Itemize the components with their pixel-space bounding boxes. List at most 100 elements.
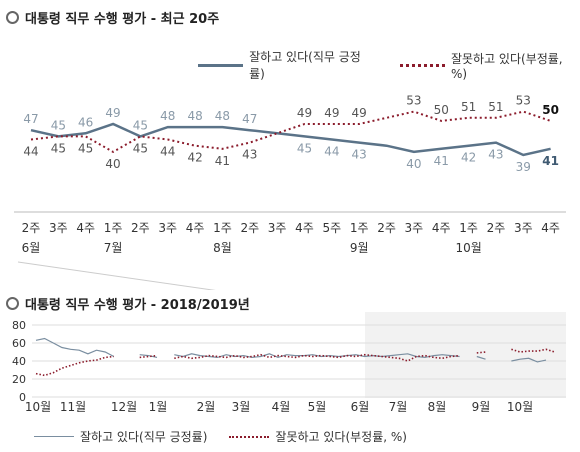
- legend-positive-swatch: [34, 436, 74, 437]
- week-tick-label: 3주: [158, 221, 177, 235]
- week-tick-label: 2주: [22, 221, 41, 235]
- week-tick-label: 4주: [432, 221, 451, 235]
- bottom-chart-header: 대통령 직무 수행 평가 - 2018/2019년: [6, 294, 250, 313]
- positive-data-label: 48: [160, 109, 175, 123]
- negative-data-label: 41: [215, 154, 230, 168]
- negative-trend-line: [35, 348, 555, 377]
- legend-negative-swatch: [399, 63, 445, 67]
- week-tick-label: 1주: [104, 221, 123, 235]
- month-tick-label: 2월: [197, 400, 216, 414]
- negative-series-line: [30, 110, 551, 154]
- positive-data-label: 39: [516, 160, 531, 174]
- week-tick-label: 4주: [295, 221, 314, 235]
- positive-data-label: 47: [242, 112, 257, 126]
- y-tick-label: 0: [19, 391, 26, 404]
- month-tick-label: 8월: [213, 241, 232, 255]
- negative-data-label: 42: [187, 151, 202, 165]
- week-tick-label: 2주: [487, 221, 506, 235]
- top-chart-title: 대통령 직무 수행 평가 - 최근 20주: [25, 12, 220, 27]
- positive-data-label: 45: [297, 141, 312, 155]
- negative-data-label: 49: [352, 106, 367, 120]
- week-tick-label: 1주: [459, 221, 478, 235]
- positive-data-label: 48: [215, 109, 230, 123]
- month-tick-label: 11월: [60, 400, 86, 414]
- week-tick-label: 3주: [268, 221, 287, 235]
- month-tick-label: 9월: [350, 241, 369, 255]
- week-tick-label: 3주: [514, 221, 533, 235]
- month-tick-label: 10월: [25, 400, 51, 414]
- negative-data-label: 51: [461, 100, 476, 114]
- week-tick-label: 3주: [49, 221, 68, 235]
- negative-data-label: 50: [542, 103, 559, 117]
- month-tick-label: 7월: [389, 400, 408, 414]
- negative-data-label: 51: [488, 100, 503, 114]
- negative-data-label: 44: [23, 145, 38, 159]
- week-tick-label: 4주: [186, 221, 205, 235]
- negative-data-label: 45: [133, 141, 148, 155]
- positive-data-label: 44: [324, 145, 339, 159]
- positive-data-label: 41: [434, 154, 449, 168]
- y-tick-label: 80: [12, 319, 26, 332]
- negative-data-label: 49: [324, 106, 339, 120]
- week-tick-label: 2주: [377, 221, 396, 235]
- positive-data-label: 43: [488, 148, 503, 162]
- negative-data-label: 43: [242, 148, 257, 162]
- positive-data-label: 48: [187, 109, 202, 123]
- month-tick-label: 3월: [232, 400, 251, 414]
- legend-positive-swatch: [198, 63, 244, 67]
- y-tick-label: 20: [12, 373, 26, 386]
- week-tick-label: 4주: [76, 221, 95, 235]
- month-tick-label: 6월: [351, 400, 370, 414]
- month-tick-label: 7월: [104, 241, 123, 255]
- positive-data-label: 49: [105, 106, 120, 120]
- month-tick-label: 12월: [111, 400, 137, 414]
- negative-data-label: 53: [516, 94, 531, 108]
- month-tick-label: 10월: [455, 241, 481, 255]
- positive-series-line: [30, 122, 551, 157]
- circle-bullet-icon: [6, 297, 19, 310]
- bottom-chart-title: 대통령 직무 수행 평가 - 2018/2019년: [25, 298, 250, 313]
- month-tick-label: 8월: [428, 400, 447, 414]
- top-chart-header: 대통령 직무 수행 평가 - 최근 20주: [6, 8, 219, 27]
- month-tick-label: 6월: [22, 241, 41, 255]
- month-tick-label: 4월: [272, 400, 291, 414]
- negative-data-label: 45: [78, 141, 93, 155]
- week-tick-label: 2주: [131, 221, 150, 235]
- week-tick-label: 3주: [405, 221, 424, 235]
- negative-data-label: 53: [406, 94, 421, 108]
- week-tick-label: 5주: [323, 221, 342, 235]
- negative-data-label: 40: [105, 157, 120, 171]
- zoom-connector-line: [17, 261, 216, 290]
- negative-data-label: 49: [297, 106, 312, 120]
- zoom-highlight-region: [365, 312, 566, 398]
- month-tick-label: 1월: [149, 400, 168, 414]
- y-tick-label: 60: [12, 337, 26, 350]
- positive-data-label: 47: [23, 112, 38, 126]
- negative-data-label: 45: [51, 141, 66, 155]
- positive-trend-line: [35, 337, 547, 363]
- bottom-legend: 잘하고 있다(직무 긍정률) 잘못하고 있다(부정률, %): [34, 428, 407, 445]
- week-tick-label: 4주: [541, 221, 560, 235]
- legend-negative-label: 잘못하고 있다(부정률, %): [450, 51, 563, 81]
- week-tick-label: 1주: [213, 221, 232, 235]
- positive-data-label: 45: [51, 118, 66, 132]
- circle-bullet-icon: [6, 11, 19, 24]
- legend-positive-label: 잘하고 있다(직무 긍정률): [249, 50, 361, 81]
- top-legend: 잘하고 있다(직무 긍정률) 잘못하고 있다(부정률, %): [198, 48, 580, 82]
- negative-data-label: 44: [160, 145, 175, 159]
- positive-data-label: 46: [78, 115, 93, 129]
- positive-data-label: 42: [461, 151, 476, 165]
- legend-negative-swatch: [229, 435, 270, 438]
- week-tick-label: 1주: [350, 221, 369, 235]
- month-tick-label: 5월: [308, 400, 327, 414]
- negative-data-label: 50: [434, 103, 449, 117]
- y-tick-label: 40: [12, 355, 26, 368]
- top-chart: 47 45 46 49 45 48 48 48 47 45 44 43 40 41 42 43 39 41 44 45…: [14, 94, 566, 290]
- month-tick-label: 10월: [507, 400, 533, 414]
- positive-data-label: 43: [352, 148, 367, 162]
- month-tick-label: 9월: [472, 400, 491, 414]
- positive-data-label: 45: [133, 118, 148, 132]
- week-tick-label: 2주: [240, 221, 259, 235]
- positive-data-label: 41: [542, 154, 559, 168]
- positive-data-label: 40: [406, 157, 421, 171]
